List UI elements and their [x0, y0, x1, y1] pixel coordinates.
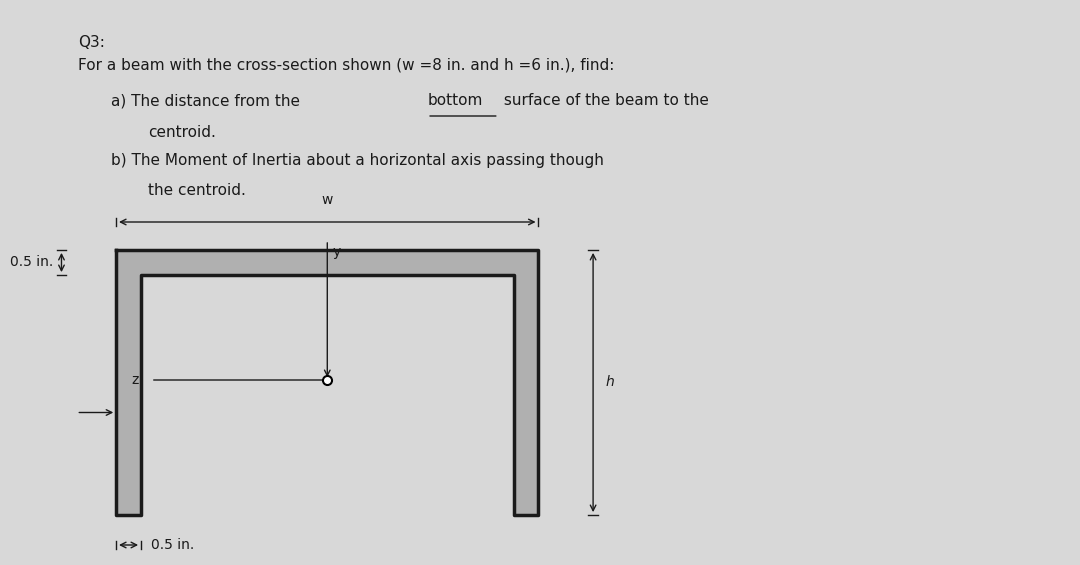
Text: bottom: bottom: [428, 93, 483, 108]
Text: For a beam with the cross-section shown (w =8 in. and h =6 in.), find:: For a beam with the cross-section shown …: [79, 57, 615, 72]
Text: surface of the beam to the: surface of the beam to the: [499, 93, 708, 108]
Polygon shape: [117, 250, 539, 515]
Text: b) The Moment of Inertia about a horizontal axis passing though: b) The Moment of Inertia about a horizon…: [111, 153, 604, 168]
Text: centroid.: centroid.: [148, 125, 216, 140]
Text: y: y: [333, 245, 340, 259]
Text: the centroid.: the centroid.: [148, 183, 246, 198]
Text: Q3:: Q3:: [79, 35, 105, 50]
Text: h: h: [605, 376, 613, 389]
Text: z: z: [132, 373, 139, 387]
Text: 0.5 in.: 0.5 in.: [11, 255, 54, 270]
Text: a) The distance from the: a) The distance from the: [111, 93, 305, 108]
Text: 0.5 in.: 0.5 in.: [151, 538, 194, 552]
Text: w: w: [322, 193, 333, 207]
